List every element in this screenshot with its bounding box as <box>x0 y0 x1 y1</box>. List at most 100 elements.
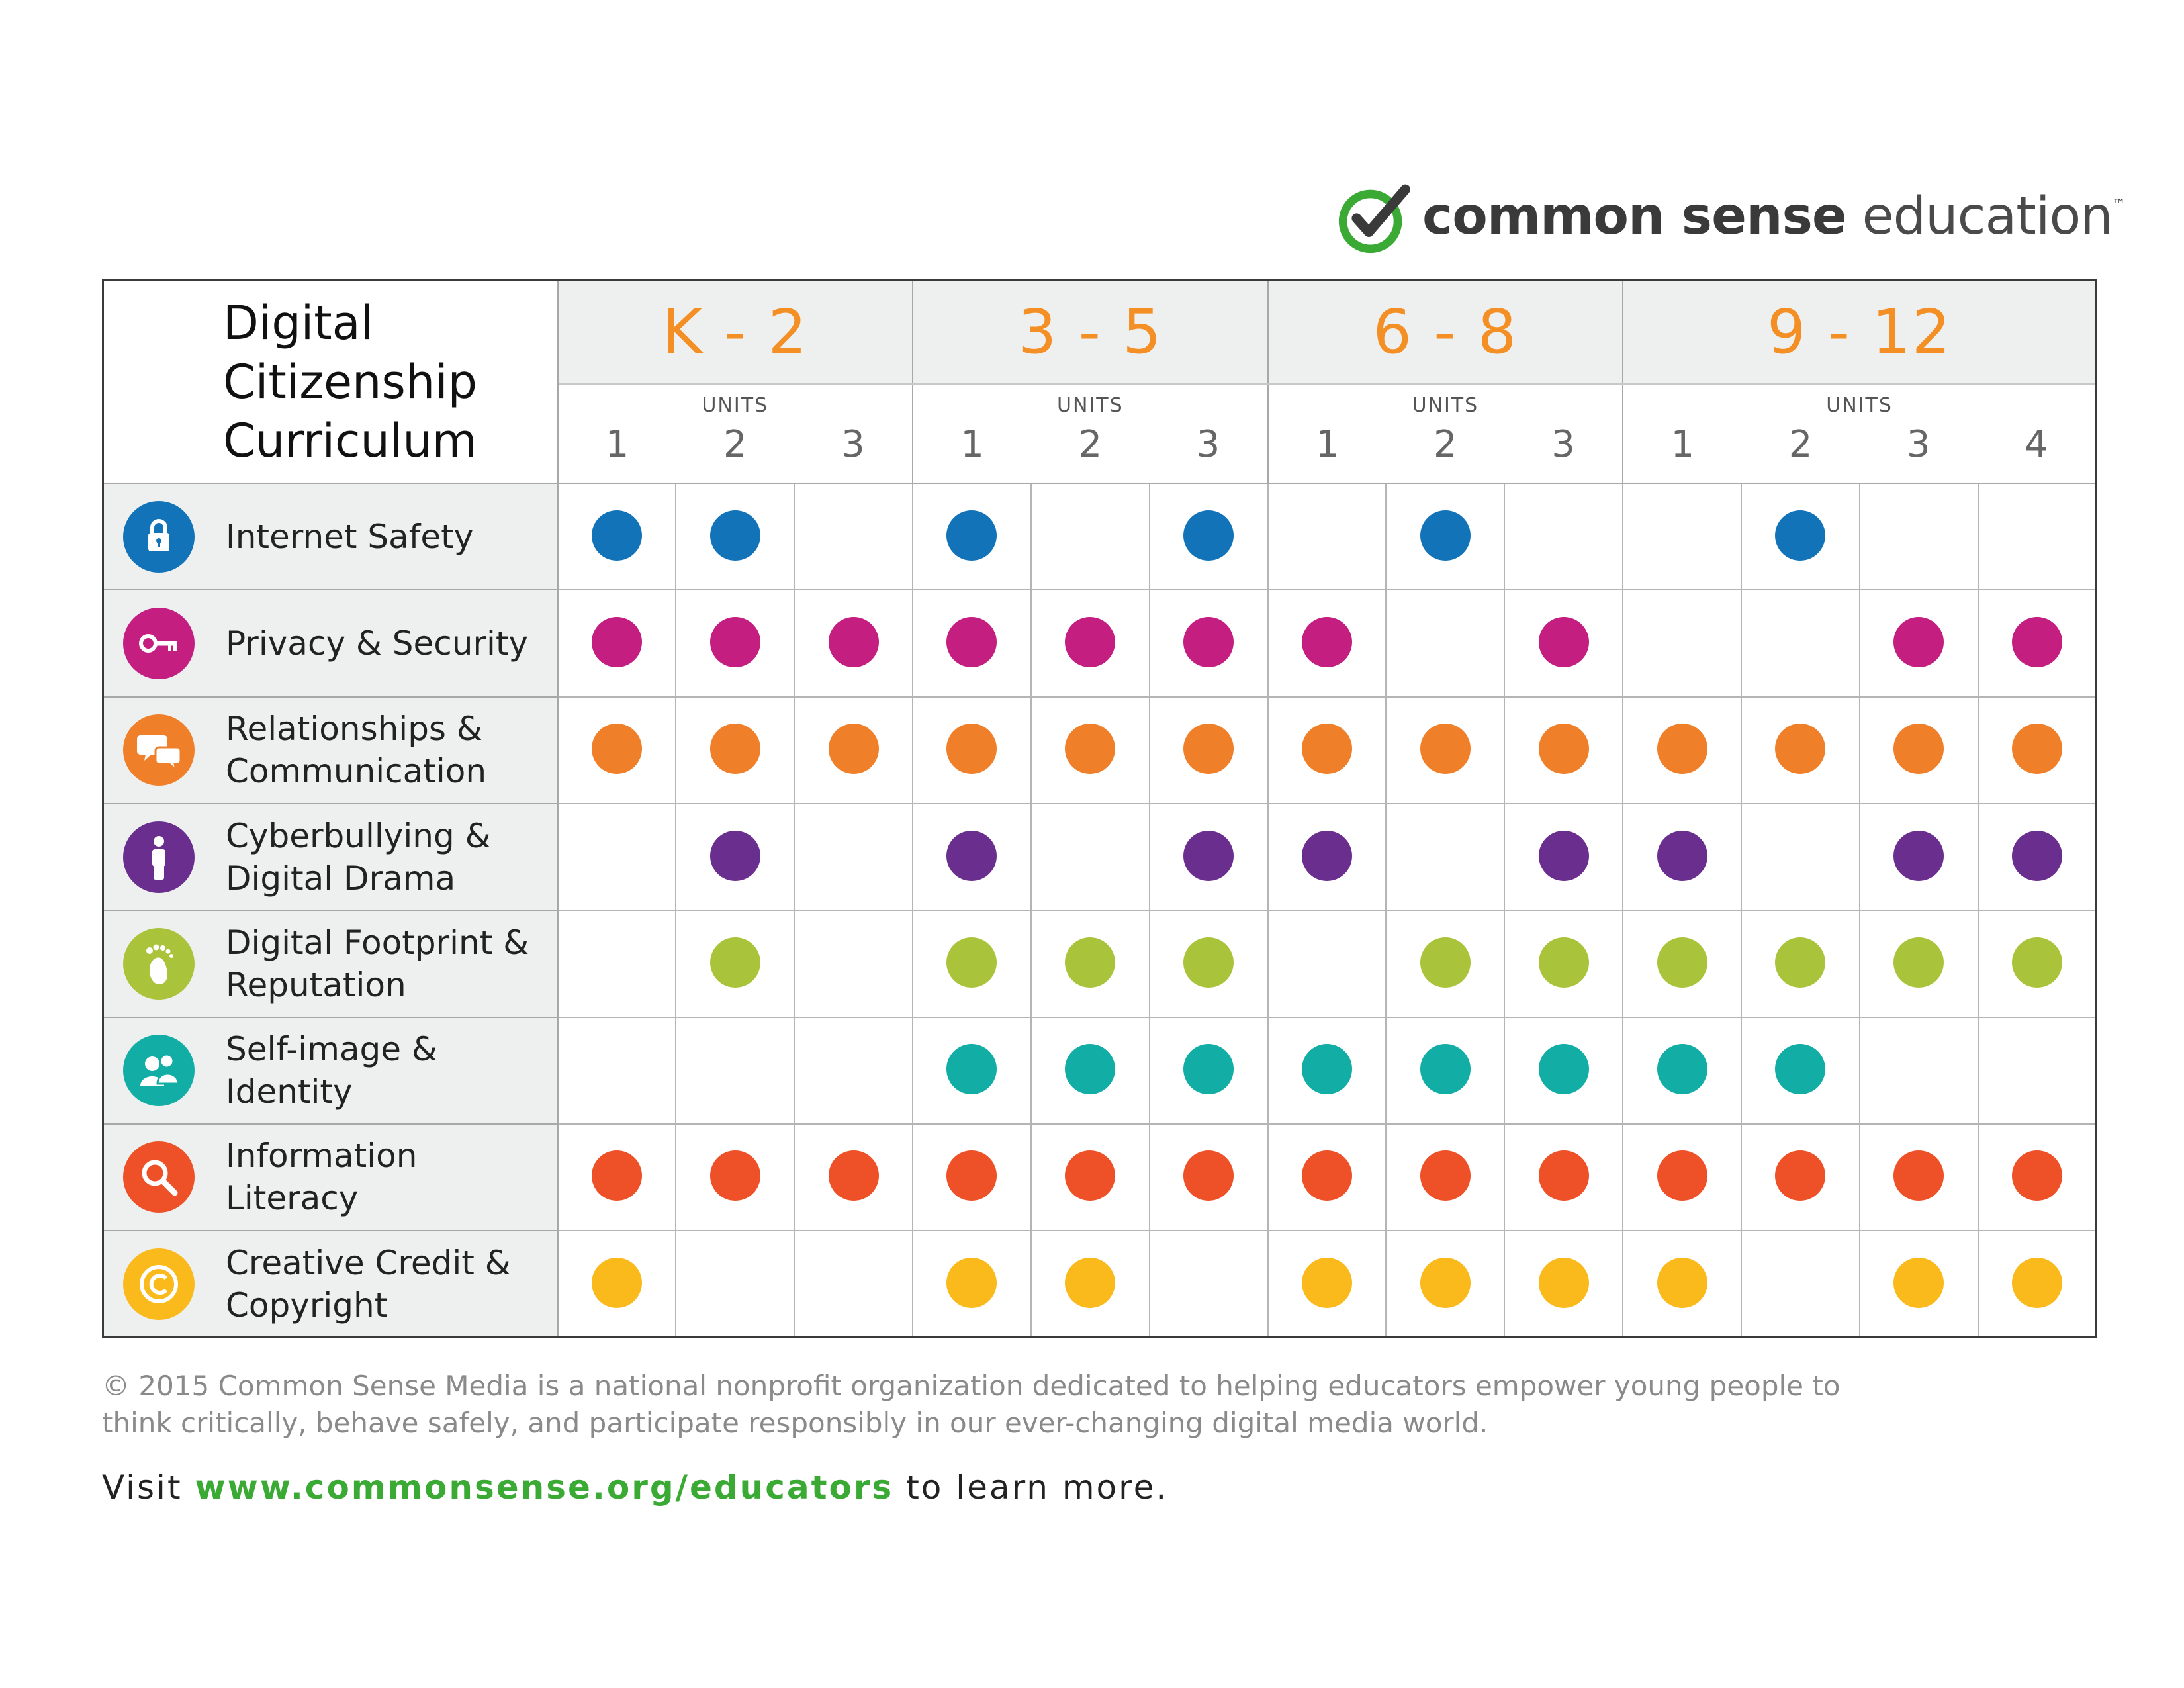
unit-cell <box>1267 1016 1387 1125</box>
coverage-dot <box>2011 1257 2062 1308</box>
curriculum-title: Digital Citizenship Curriculum <box>103 280 559 485</box>
coverage-dot <box>1065 1150 1116 1201</box>
unit-cell <box>1030 1016 1150 1125</box>
unit-cell <box>1977 1230 2097 1338</box>
unit-cell <box>1385 1123 1506 1232</box>
brand-name: common sense education™ <box>1422 187 2126 246</box>
unit-cell <box>1977 483 2097 591</box>
unit-cell <box>794 696 914 804</box>
unit-cell <box>1504 589 1624 698</box>
unit-cell <box>1741 1016 1860 1125</box>
unit-cell <box>912 483 1032 591</box>
coverage-dot <box>1657 1150 1707 1201</box>
unit-cell <box>1504 483 1624 591</box>
topic-label-cell: Self-image & Identity <box>103 1016 559 1124</box>
unit-number: 1 <box>960 422 984 466</box>
units-label: UNITS <box>1412 393 1479 417</box>
unit-number: 3 <box>1906 422 1931 466</box>
unit-cell <box>794 483 914 591</box>
unit-cell <box>1267 802 1387 912</box>
coverage-dot <box>1420 1150 1471 1201</box>
coverage-dot <box>1657 1257 1707 1308</box>
unit-cell <box>794 589 914 698</box>
topic-label-line: Communication <box>226 752 487 791</box>
unit-cell <box>1030 483 1150 591</box>
unit-cell <box>1977 696 2097 804</box>
unit-cell <box>1267 696 1387 804</box>
unit-cell <box>1741 696 1860 804</box>
unit-cell <box>1385 1230 1506 1338</box>
unit-cell <box>1267 589 1387 698</box>
title-line: Digital <box>223 295 374 350</box>
unit-cell <box>1030 1230 1150 1338</box>
coverage-dot <box>1538 1257 1589 1308</box>
coverage-dot <box>1893 830 1944 881</box>
coverage-dot <box>1657 724 1707 774</box>
unit-number: 3 <box>1551 422 1575 466</box>
coverage-dot <box>591 510 642 561</box>
unit-cell <box>794 910 914 1018</box>
unit-cell <box>1622 1123 1742 1232</box>
unit-cell <box>1977 910 2097 1018</box>
key-icon <box>122 607 195 680</box>
topic-label: Relationships & Communication <box>226 708 486 792</box>
unit-cell <box>1622 1016 1742 1125</box>
coverage-dot <box>709 724 760 774</box>
visit-suffix: to learn more. <box>893 1468 1169 1507</box>
visit-line: Visit www.commonsense.org/educators to l… <box>102 1468 1168 1507</box>
topic-label-line: Digital Drama <box>226 859 456 898</box>
unit-cell <box>1741 1123 1860 1232</box>
unit-cell <box>1504 802 1624 912</box>
checkmark-logo-icon <box>1338 184 1410 253</box>
coverage-dot <box>1183 937 1234 988</box>
coverage-dot <box>1893 724 1944 774</box>
topic-label: Digital Footprint & Reputation <box>226 921 529 1006</box>
unit-cell <box>1267 483 1387 591</box>
unit-cell <box>1858 802 1979 912</box>
unit-cell <box>1385 696 1506 804</box>
coverage-dot <box>1775 1150 1826 1201</box>
unit-cell <box>1622 910 1742 1018</box>
unit-number: 4 <box>2025 422 2048 466</box>
topic-label-line: Digital Footprint & <box>226 923 529 962</box>
table-row: Internet Safety <box>103 483 2097 591</box>
unit-cell <box>1622 696 1742 804</box>
unit-cell <box>912 589 1032 698</box>
topic-label: Self-image & Identity <box>226 1028 557 1113</box>
units-group: UNITS 1 2 3 4 <box>1622 383 2097 485</box>
coverage-dot <box>1893 1150 1944 1201</box>
unit-cell <box>1504 910 1624 1018</box>
unit-cell <box>1030 910 1150 1018</box>
coverage-dot <box>1775 510 1826 561</box>
coverage-dot <box>1183 724 1234 774</box>
coverage-dot <box>709 617 760 667</box>
unit-cell <box>557 589 677 698</box>
coverage-dot <box>1183 617 1234 667</box>
coverage-dot <box>946 1150 997 1201</box>
unit-number: 3 <box>1196 422 1220 466</box>
coverage-dot <box>1302 1257 1353 1308</box>
unit-cell <box>675 910 796 1018</box>
coverage-dot <box>2011 617 2062 667</box>
unit-cell <box>1741 910 1860 1018</box>
topic-label-line: Self-image & Identity <box>226 1030 437 1111</box>
unit-number: 2 <box>723 422 747 466</box>
coverage-dot <box>1538 1150 1589 1201</box>
unit-cell <box>1504 1230 1624 1338</box>
unit-cell <box>675 1123 796 1232</box>
unit-cell <box>675 1016 796 1125</box>
educators-link[interactable]: www.commonsense.org/educators <box>195 1468 894 1507</box>
title-line: Curriculum <box>223 413 477 468</box>
unit-cell <box>1148 1016 1269 1125</box>
lock-icon <box>122 500 195 573</box>
person-icon <box>122 821 195 894</box>
unit-cell <box>912 802 1032 912</box>
table-row: Relationships & Communication <box>103 696 2097 804</box>
unit-cell <box>1148 696 1269 804</box>
unit-cell <box>1267 1123 1387 1232</box>
unit-cell <box>794 1230 914 1338</box>
coverage-dot <box>1065 724 1116 774</box>
unit-cell <box>912 696 1032 804</box>
table-row: Creative Credit & Copyright <box>103 1230 2097 1338</box>
topic-label-line: Privacy & Security <box>226 624 529 663</box>
